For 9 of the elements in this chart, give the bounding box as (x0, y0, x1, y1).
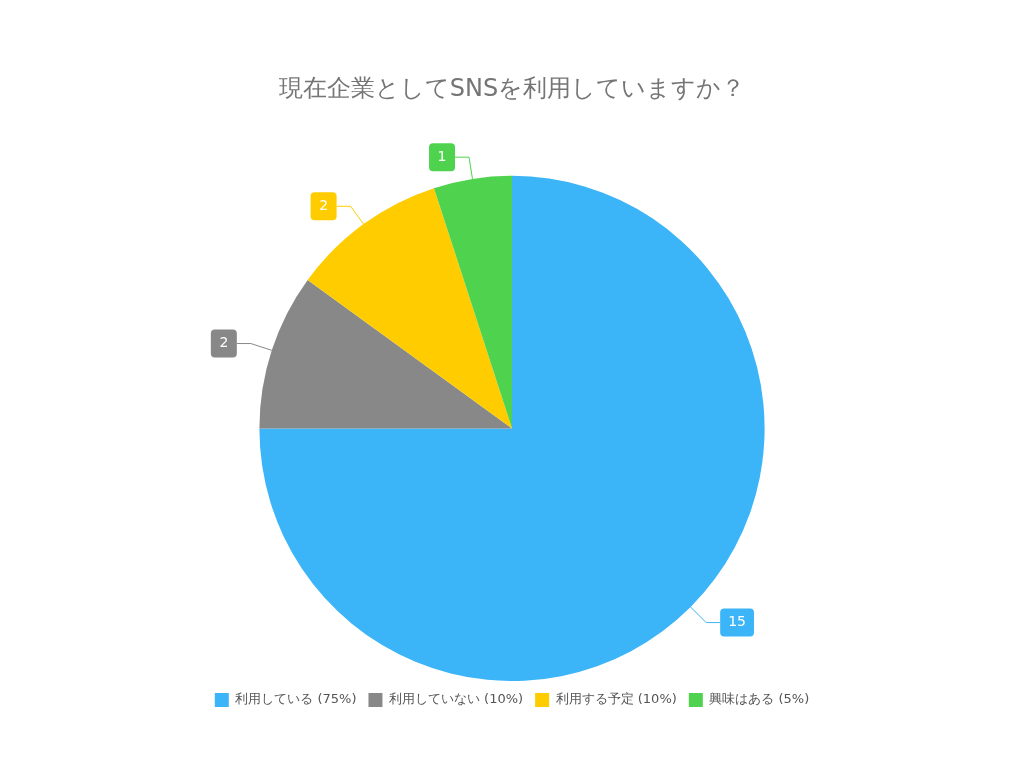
data-label: 2 (219, 334, 229, 351)
legend-label: 利用している (75%) (235, 691, 357, 707)
legend-label: 利用していない (10%) (388, 691, 524, 707)
data-label: 15 (728, 613, 746, 630)
chart-title: 現在企業としてSNSを利用していますか？ (278, 73, 746, 102)
data-label: 2 (319, 196, 329, 213)
legend-label: 興味はある (5%) (709, 691, 810, 707)
data-label: 1 (437, 147, 447, 164)
legend-label: 利用する予定 (10%) (555, 691, 677, 707)
